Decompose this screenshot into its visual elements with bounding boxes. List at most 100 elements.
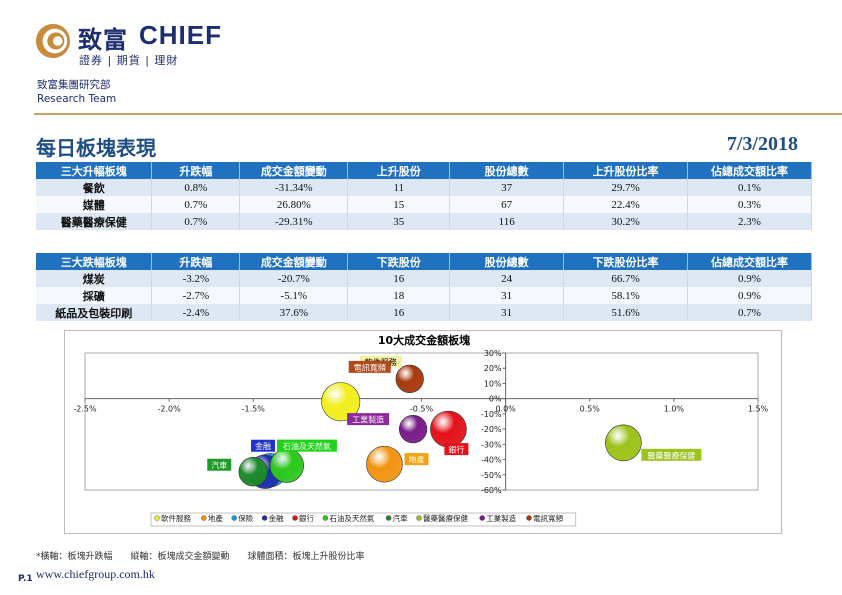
legend-label: 汽車 [393, 513, 408, 523]
table-row: 醫藥醫療保健 0.7% -29.31% 35 116 30.2% 2.3% [36, 213, 812, 230]
bubble-電訊寬頻 [395, 364, 424, 393]
point-label: 石油及天然氣 [283, 441, 331, 451]
bubble-銀行 [430, 410, 467, 448]
y-tick-label: -50% [481, 471, 502, 480]
legend-marker [154, 515, 160, 521]
table-row: 煤炭 -3.2% -20.7% 16 24 66.7% 0.9% [36, 270, 812, 287]
table-cell: 16 [347, 270, 451, 287]
column-header: 成交金額變動 [239, 253, 349, 270]
table-cell: 0.7% [151, 196, 241, 213]
legend-label: 保險 [238, 513, 253, 523]
y-tick-label: 10% [484, 379, 502, 388]
logo-swirl-icon [35, 23, 71, 59]
table-row: 紙品及包裝印刷 -2.4% 37.6% 16 31 51.6% 0.7% [36, 304, 812, 321]
bottom-sectors-table: 三大跌幅板塊 升跌幅 成交金額變動 下跌股份 股份總數 下跌股份比率 佔總成交額… [36, 253, 812, 321]
legend-marker [479, 515, 485, 521]
table-row: 媒體 0.7% 26.80% 15 67 22.4% 0.3% [36, 196, 812, 213]
column-header: 下跌股份 [347, 253, 451, 270]
table-row: 採礦 -2.7% -5.1% 18 31 58.1% 0.9% [36, 287, 812, 304]
bubble-醫藥醫療保健 [605, 424, 642, 462]
table-cell: 0.3% [687, 196, 812, 213]
x-tick-label: -2.0% [158, 405, 182, 414]
bubble-汽車 [238, 457, 268, 487]
bubble-軟件服務 [321, 382, 361, 422]
point-label: 工業製造 [352, 415, 384, 425]
x-tick-label: 1.0% [664, 405, 685, 414]
point-label: 地產 [408, 455, 424, 465]
point-label: 金融 [255, 441, 271, 451]
table-cell: 29.7% [563, 179, 689, 196]
table-cell: 58.1% [563, 287, 689, 304]
x-tick-label: 1.5% [748, 405, 769, 414]
column-header: 股份總數 [449, 162, 565, 179]
table-cell: 16 [347, 304, 451, 321]
legend-marker [201, 515, 207, 521]
legend-box [150, 512, 577, 527]
logo-tagline: 證券 | 期貨 | 理財 [79, 54, 179, 67]
sector-name: 煤炭 [36, 270, 153, 287]
y-tick-label: -10% [481, 410, 502, 419]
legend-label: 電訊寬頻 [533, 513, 563, 523]
point-label: 醫藥醫療保健 [647, 450, 695, 460]
y-tick-label: -40% [481, 456, 502, 465]
point-label-box [251, 439, 276, 452]
column-header: 升跌幅 [151, 253, 241, 270]
sector-name: 紙品及包裝印刷 [36, 304, 153, 321]
column-header: 升跌幅 [151, 162, 241, 179]
column-header: 成交金額變動 [239, 162, 349, 179]
table-cell: -31.34% [239, 179, 349, 196]
sector-name: 採礦 [36, 287, 153, 304]
point-label-box [444, 443, 469, 456]
table-cell: 31 [449, 287, 565, 304]
column-header: 佔總成交額比率 [687, 253, 812, 270]
bubble-工業製造 [398, 415, 428, 444]
bubble-地產 [366, 445, 403, 483]
sector-name: 餐飲 [36, 179, 153, 196]
table-cell: 67 [449, 196, 565, 213]
report-date: 7/3/2018 [726, 133, 798, 155]
table-cell: 0.1% [687, 179, 812, 196]
table-cell: 37.6% [239, 304, 349, 321]
column-header: 上升股份 [347, 162, 451, 179]
legend-label: 工業製造 [486, 513, 516, 523]
legend-marker [385, 515, 392, 521]
column-header: 三大升幅板塊 [36, 162, 153, 179]
bubble-石油及天然氣 [269, 448, 304, 483]
table-cell: -2.7% [151, 287, 241, 304]
chart-title: 10大成交金額板塊 [378, 333, 470, 347]
website-link[interactable]: www.chiefgroup.com.hk [36, 567, 155, 581]
table-cell: 0.9% [687, 287, 812, 304]
page-title: 每日板塊表現 [36, 136, 156, 160]
table-cell: 66.7% [563, 270, 689, 287]
legend-label: 軟件服務 [161, 513, 191, 523]
y-tick-label: -20% [481, 425, 502, 434]
legend-marker [292, 515, 298, 521]
sector-name: 醫藥醫療保健 [36, 213, 153, 230]
y-tick-label: -60% [481, 486, 502, 495]
column-header: 下跌股份比率 [563, 253, 689, 270]
table-header-row: 三大升幅板塊 升跌幅 成交金額變動 上升股份 股份總數 上升股份比率 佔總成交額… [36, 162, 812, 179]
column-header: 上升股份比率 [563, 162, 689, 179]
legend-marker [526, 515, 532, 521]
table-cell: 37 [449, 179, 565, 196]
table-cell: 18 [347, 287, 451, 304]
column-header: 佔總成交額比率 [687, 162, 812, 179]
header-divider [34, 113, 842, 115]
chart-footnote: *橫軸：板塊升跌幅 縱軸：板塊成交金額變動 球體面積：板塊上升股份比率 [36, 552, 365, 562]
legend-marker [416, 515, 422, 521]
column-header: 三大跌幅板塊 [36, 253, 153, 270]
y-tick-label: 0% [489, 395, 502, 404]
column-header: 股份總數 [449, 253, 565, 270]
legend-marker [322, 515, 329, 521]
point-label-box [207, 458, 232, 471]
y-tick-label: -30% [481, 440, 502, 449]
table-cell: 30.2% [563, 213, 689, 230]
page-number: P.1 [18, 574, 33, 584]
point-label-box [641, 448, 702, 461]
legend-marker [261, 515, 268, 521]
x-tick-label: -1.5% [242, 405, 266, 414]
x-tick-label: 0.5% [580, 405, 601, 414]
table-cell: 11 [347, 179, 451, 196]
table-row: 餐飲 0.8% -31.34% 11 37 29.7% 0.1% [36, 179, 812, 196]
x-tick-label: -0.5% [410, 405, 434, 414]
